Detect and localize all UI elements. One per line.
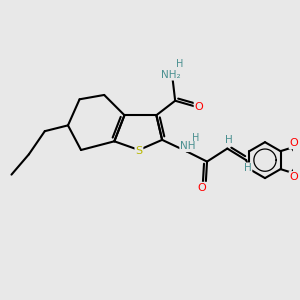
Text: O: O [195,101,203,112]
Text: O: O [198,183,206,193]
Text: H: H [225,135,232,146]
Text: H: H [192,134,200,143]
Text: NH₂: NH₂ [161,70,181,80]
Text: H: H [244,163,251,173]
Text: NH: NH [180,141,196,151]
Text: H: H [176,59,183,69]
Text: O: O [290,172,298,182]
Text: S: S [135,146,142,156]
Text: O: O [290,138,298,148]
